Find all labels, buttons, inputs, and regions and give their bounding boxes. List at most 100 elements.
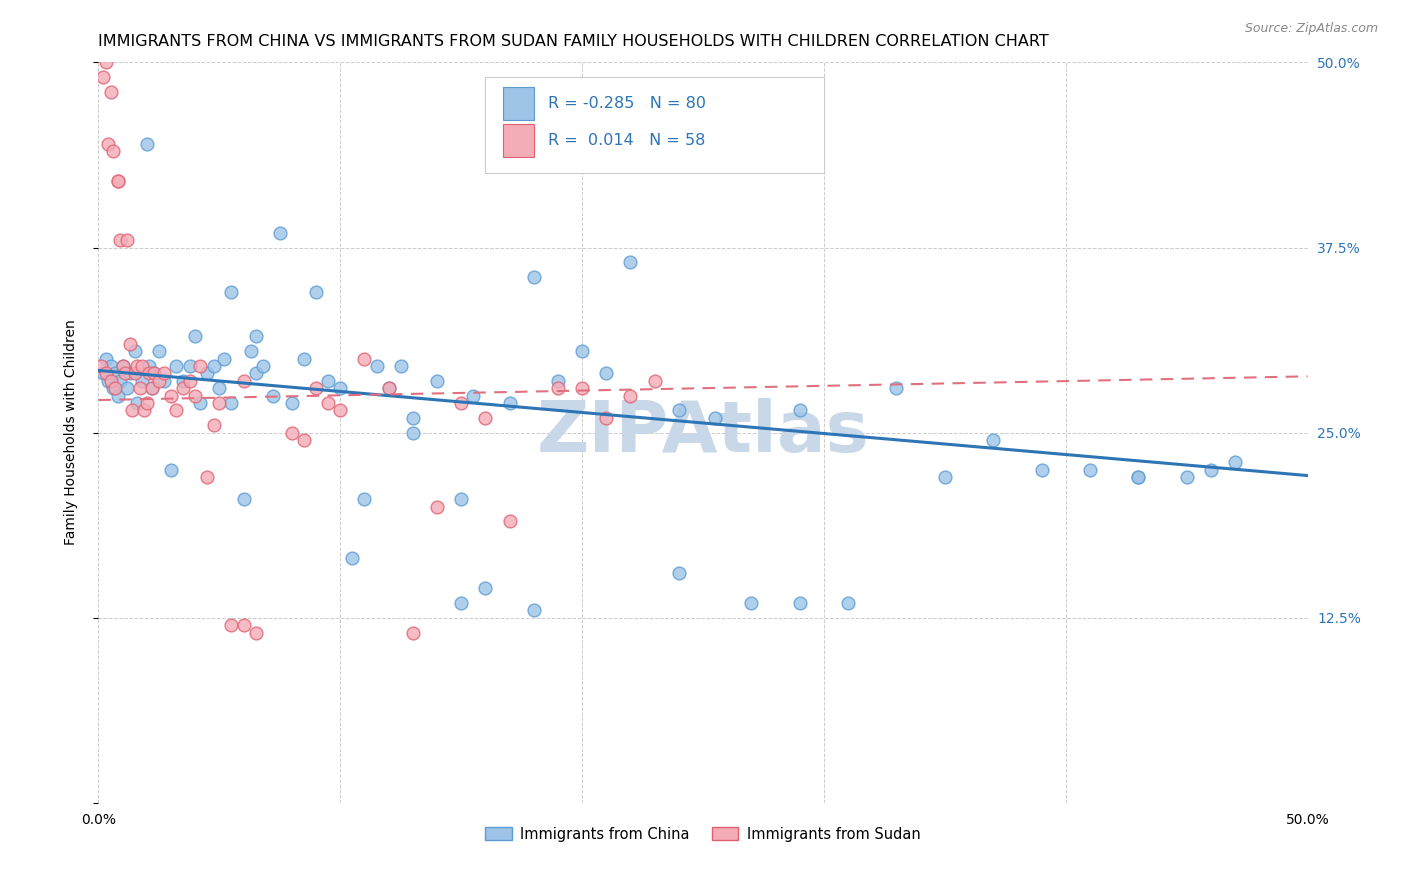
Point xyxy=(789,596,811,610)
Point xyxy=(547,381,569,395)
Point xyxy=(152,367,174,381)
Point xyxy=(934,470,956,484)
Point xyxy=(281,425,304,440)
Point xyxy=(165,403,187,417)
Point xyxy=(94,55,117,70)
Y-axis label: Family Households with Children: Family Households with Children xyxy=(63,319,77,546)
Point xyxy=(118,367,141,381)
Point xyxy=(389,359,412,373)
Point xyxy=(366,359,388,373)
Point xyxy=(402,625,425,640)
Point xyxy=(221,285,243,299)
Point xyxy=(644,374,666,388)
Point xyxy=(329,403,352,417)
Point xyxy=(342,551,364,566)
Point xyxy=(195,470,218,484)
Point xyxy=(252,359,274,373)
Point xyxy=(245,625,267,640)
Point xyxy=(886,381,908,395)
Point xyxy=(316,374,339,388)
Point xyxy=(94,367,117,381)
Point xyxy=(124,344,146,359)
Point xyxy=(981,433,1004,447)
Point xyxy=(1128,470,1150,484)
Point xyxy=(281,396,304,410)
Point xyxy=(426,500,449,514)
Point xyxy=(104,381,127,395)
Point xyxy=(474,410,496,425)
Point xyxy=(143,367,166,381)
Point xyxy=(165,359,187,373)
Point xyxy=(1078,462,1101,476)
Point xyxy=(184,388,207,402)
Point xyxy=(138,367,160,381)
Point xyxy=(837,596,859,610)
Point xyxy=(107,174,129,188)
Point xyxy=(100,85,122,99)
Point xyxy=(94,351,117,366)
Bar xyxy=(503,123,534,157)
Point xyxy=(232,492,254,507)
Point xyxy=(179,374,201,388)
Point xyxy=(160,462,183,476)
Point xyxy=(208,381,231,395)
Point xyxy=(1199,462,1222,476)
Point xyxy=(188,359,211,373)
Point xyxy=(100,359,122,373)
Text: R = -0.285   N = 80: R = -0.285 N = 80 xyxy=(548,95,706,111)
Point xyxy=(141,381,163,395)
Point xyxy=(305,381,328,395)
Text: Source: ZipAtlas.com: Source: ZipAtlas.com xyxy=(1244,22,1378,36)
Point xyxy=(292,351,315,366)
Point xyxy=(463,388,485,402)
Point xyxy=(1128,470,1150,484)
Point xyxy=(100,374,122,388)
Point xyxy=(172,374,194,388)
Point xyxy=(160,388,183,402)
Point xyxy=(111,359,134,373)
Point xyxy=(204,418,226,433)
Point xyxy=(107,388,129,402)
Point xyxy=(571,344,593,359)
Point xyxy=(523,270,546,285)
Point xyxy=(221,396,243,410)
Point xyxy=(204,359,226,373)
Point xyxy=(789,403,811,417)
Point xyxy=(547,374,569,388)
Point xyxy=(143,367,166,381)
Point xyxy=(595,410,617,425)
Point xyxy=(232,618,254,632)
Point xyxy=(131,374,153,388)
Point xyxy=(619,388,641,402)
Text: R =  0.014   N = 58: R = 0.014 N = 58 xyxy=(548,133,706,148)
Point xyxy=(316,396,339,410)
Point xyxy=(450,492,472,507)
Point xyxy=(305,285,328,299)
Point xyxy=(1175,470,1198,484)
Point xyxy=(212,351,235,366)
Point xyxy=(128,381,150,395)
Point xyxy=(184,329,207,343)
Point xyxy=(239,344,262,359)
Point xyxy=(269,226,291,240)
Point xyxy=(179,359,201,373)
Point xyxy=(131,359,153,373)
Point xyxy=(740,596,762,610)
Point xyxy=(121,403,143,417)
Point xyxy=(402,410,425,425)
FancyBboxPatch shape xyxy=(485,78,824,173)
Point xyxy=(353,492,375,507)
Point xyxy=(117,233,139,247)
Point xyxy=(377,381,399,395)
Point xyxy=(221,618,243,632)
Point xyxy=(148,374,170,388)
Point xyxy=(101,381,124,395)
Point xyxy=(134,403,156,417)
Point xyxy=(292,433,315,447)
Point xyxy=(1223,455,1246,469)
Point xyxy=(91,367,114,381)
Point xyxy=(498,396,520,410)
Point xyxy=(498,515,520,529)
Point xyxy=(90,359,112,373)
Point xyxy=(91,70,114,85)
